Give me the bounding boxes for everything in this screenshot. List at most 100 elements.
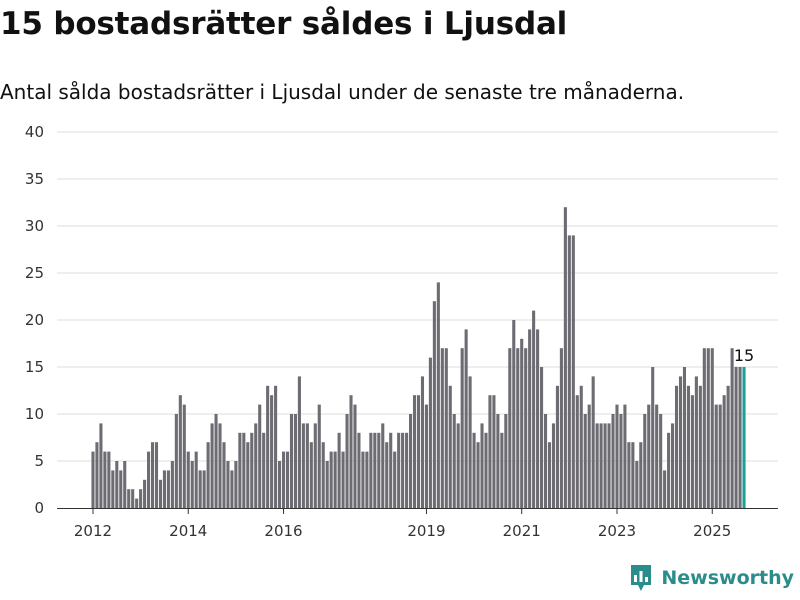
bar [285, 451, 290, 508]
bar [543, 414, 548, 508]
x-tick-label: 2021 [503, 522, 541, 540]
x-tick-label: 2023 [598, 522, 636, 540]
bar [416, 395, 421, 508]
bar [226, 461, 230, 508]
bar [305, 423, 309, 508]
bar [520, 338, 524, 508]
bar [166, 470, 170, 508]
bar [385, 442, 389, 508]
bar [325, 461, 329, 508]
bar [524, 348, 528, 508]
brand-name: Newsworthy [661, 567, 794, 589]
bar [353, 404, 357, 508]
bar [484, 432, 488, 508]
y-tick-label: 15 [25, 358, 44, 376]
bar-highlight [742, 367, 746, 508]
bar [234, 461, 238, 508]
bar [254, 423, 258, 508]
bar [420, 376, 425, 508]
x-tick-label: 2019 [407, 522, 445, 540]
bar [639, 442, 643, 508]
bar [718, 404, 722, 508]
bar [555, 385, 559, 508]
x-tick-label: 2025 [693, 522, 731, 540]
bar [611, 414, 615, 508]
bar [238, 432, 242, 508]
bar [452, 414, 456, 508]
bar [321, 442, 325, 508]
bar [178, 395, 182, 508]
bar [571, 235, 575, 508]
bar [91, 451, 95, 508]
bar [496, 414, 500, 508]
bar [218, 423, 222, 508]
bar [655, 404, 659, 508]
bar [659, 414, 663, 508]
bar [500, 432, 504, 508]
bar [345, 414, 349, 508]
bar [448, 385, 452, 508]
bar [186, 451, 190, 508]
bar [206, 442, 210, 508]
bar [373, 432, 377, 508]
bar [714, 404, 718, 508]
bar [337, 432, 341, 508]
brand-logo[interactable]: Newsworthy [629, 564, 794, 592]
bar [329, 451, 333, 508]
bar [528, 329, 532, 508]
bar [579, 385, 583, 508]
bar [222, 442, 226, 508]
bar [405, 432, 409, 508]
bar [170, 461, 174, 508]
bar [643, 414, 647, 508]
bar [369, 432, 373, 508]
bar [202, 470, 206, 508]
bar [377, 432, 381, 508]
bar [397, 432, 401, 508]
bar [651, 367, 655, 508]
bar [532, 310, 536, 508]
bar [107, 451, 111, 508]
x-tick-label: 2014 [169, 522, 207, 540]
bar [258, 404, 262, 508]
bar [150, 442, 155, 508]
y-tick-label: 0 [34, 499, 44, 517]
bar [230, 470, 234, 508]
bar [266, 385, 270, 508]
bar [154, 442, 159, 508]
bar [587, 404, 591, 508]
bar [432, 301, 436, 508]
bar [627, 442, 631, 508]
bar [567, 235, 571, 508]
newsworthy-logo-icon [631, 565, 652, 591]
bar [278, 461, 282, 508]
bar [682, 367, 687, 508]
bar [289, 414, 294, 508]
bar [381, 423, 385, 508]
y-tick-label: 5 [34, 452, 44, 470]
bar [575, 395, 579, 508]
bar [357, 432, 361, 508]
bar [595, 423, 599, 508]
bar [147, 451, 151, 508]
bar [734, 367, 738, 508]
bar [424, 404, 428, 508]
bar [198, 470, 202, 508]
bar [599, 423, 603, 508]
bar [583, 414, 587, 508]
bar [516, 348, 520, 508]
x-tick-label: 2016 [264, 522, 302, 540]
bar [99, 423, 103, 508]
bar [468, 376, 472, 508]
bar [274, 385, 278, 508]
bar [250, 432, 254, 508]
bar [135, 498, 139, 508]
bar [301, 423, 305, 508]
bar [119, 470, 123, 508]
bar [674, 385, 679, 508]
bar [131, 489, 135, 508]
bar [536, 329, 540, 508]
bar [111, 470, 115, 508]
bar [504, 414, 508, 508]
bar [710, 348, 714, 508]
